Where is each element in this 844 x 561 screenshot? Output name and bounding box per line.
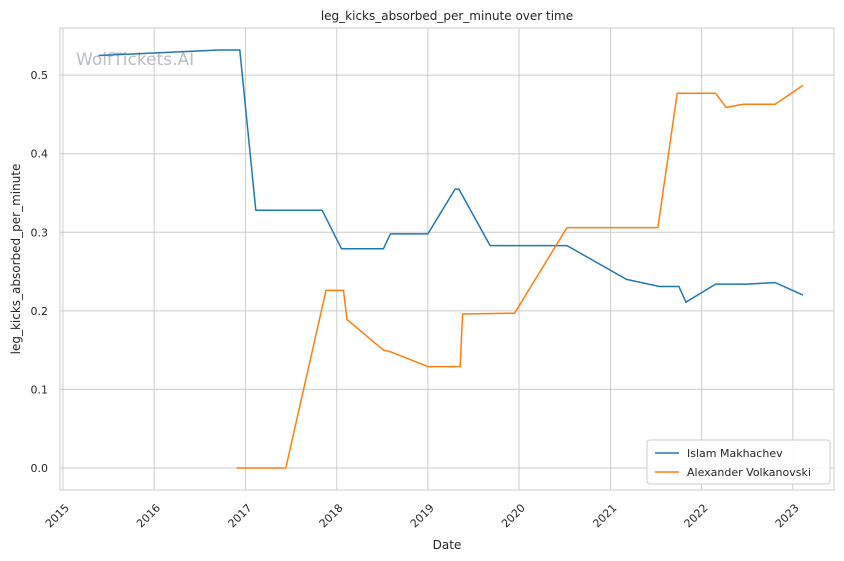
series-line-islam-makhachev <box>98 49 804 303</box>
x-tick-labels: 2015 2016 2017 2018 2019 2020 2021 2022 2023 <box>43 501 802 530</box>
x-tick-label: 2019 <box>408 501 437 530</box>
y-axis-label: leg_kicks_absorbed_per_minute <box>9 164 23 355</box>
x-tick-label: 2020 <box>499 501 528 530</box>
x-tick-label: 2021 <box>590 501 619 530</box>
x-tick-label: 2017 <box>226 501 255 530</box>
x-axis-label: Date <box>433 538 462 552</box>
x-tick-label: 2022 <box>682 501 711 530</box>
legend-label-alexander: Alexander Volkanovski <box>687 466 811 479</box>
plot-area <box>60 28 834 490</box>
chart-title: leg_kicks_absorbed_per_minute over time <box>321 9 573 23</box>
legend: Islam Makhachev Alexander Volkanovski <box>646 439 831 485</box>
x-tick-label: 2018 <box>317 501 346 530</box>
legend-box <box>646 439 831 485</box>
watermark: WolfTickets.AI <box>76 50 194 70</box>
x-tick-label: 2015 <box>43 501 72 530</box>
y-tick-labels: 0.0 0.1 0.2 0.3 0.4 0.5 <box>31 69 49 475</box>
x-tick-label: 2023 <box>773 501 802 530</box>
y-tick-label: 0.5 <box>31 69 49 82</box>
y-tick-label: 0.3 <box>31 226 49 239</box>
plot-border <box>59 27 835 491</box>
y-tick-label: 0.2 <box>31 305 49 318</box>
y-tick-label: 0.4 <box>31 148 49 161</box>
y-tick-label: 0.0 <box>31 462 49 475</box>
series-layer <box>98 49 804 469</box>
legend-label-islam: Islam Makhachev <box>687 447 783 460</box>
y-tick-label: 0.1 <box>31 383 49 396</box>
series-line-alexander-volkanovski <box>236 84 804 469</box>
x-tick-label: 2016 <box>134 501 163 530</box>
